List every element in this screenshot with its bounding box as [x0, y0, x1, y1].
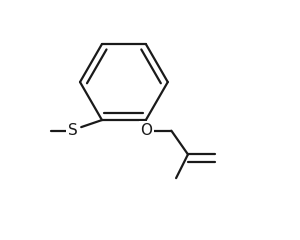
Text: S: S [68, 123, 78, 138]
Text: O: O [140, 123, 152, 138]
